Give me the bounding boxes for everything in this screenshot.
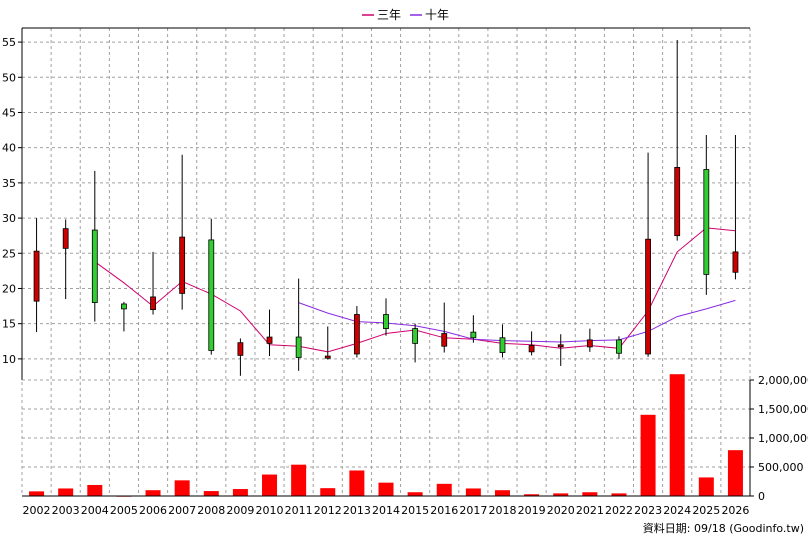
price-tick-label: 50 — [2, 71, 16, 84]
volume-bar — [29, 491, 45, 496]
volume-bar — [553, 493, 569, 496]
x-tick-label: 2026 — [721, 504, 749, 517]
x-tick-label: 2019 — [518, 504, 546, 517]
candle-body — [208, 239, 215, 351]
candle-body — [295, 336, 302, 358]
candle-body — [586, 339, 593, 348]
volume-tick-label: 1,000,000 — [758, 432, 808, 445]
price-tick-label: 10 — [2, 353, 16, 366]
candle-body — [179, 236, 186, 294]
volume-bar — [174, 480, 190, 496]
candle-body — [150, 296, 156, 311]
candle-body — [62, 228, 69, 249]
candle-body — [499, 337, 506, 353]
x-axis: 2002 2003 2004 2005 2006 2007 2008 2009 2010 2011… — [22, 495, 750, 517]
volume-bar — [698, 477, 714, 496]
candle-body — [645, 238, 651, 355]
volume-bar — [58, 488, 74, 496]
volume-bar — [262, 474, 278, 496]
volume-bar — [640, 414, 656, 496]
volume-bar — [87, 484, 103, 496]
price-tick-label: 25 — [2, 247, 16, 260]
volume-tick-label: 1,500,000 — [758, 403, 808, 416]
x-tick-label: 2002 — [23, 504, 51, 517]
volume-bar — [494, 490, 510, 496]
candle-body — [470, 331, 477, 339]
volume-bar — [436, 483, 452, 496]
x-tick-label: 2023 — [634, 504, 662, 517]
candle-body — [324, 355, 331, 359]
x-tick-label: 2020 — [547, 504, 575, 517]
x-tick-label: 2007 — [168, 504, 196, 517]
candle-body — [237, 342, 244, 356]
price-tick-label: 15 — [2, 318, 16, 331]
volume-bar — [524, 494, 540, 496]
x-tick-label: 2012 — [314, 504, 342, 517]
volume-bar — [465, 488, 481, 496]
price-tick-label: 55 — [2, 36, 16, 49]
x-tick-label: 2009 — [226, 504, 254, 517]
volume-bar — [669, 374, 685, 496]
x-tick-label: 2004 — [81, 504, 109, 517]
x-tick-label: 2022 — [605, 504, 633, 517]
legend: 三年 十年 — [362, 8, 449, 22]
x-tick-label: 2003 — [52, 504, 80, 517]
candle-body — [616, 339, 622, 354]
candle-body — [703, 169, 710, 275]
legend-label: 十年 — [425, 8, 449, 22]
volume-bar — [378, 482, 394, 496]
price-tick-label: 35 — [2, 177, 16, 190]
candle-body — [557, 344, 564, 348]
volume-bar — [291, 464, 307, 496]
price-tick-label: 40 — [2, 142, 16, 155]
x-tick-label: 2013 — [343, 504, 371, 517]
candle-body — [33, 250, 40, 302]
volume-bar — [320, 488, 336, 496]
candle-body — [121, 303, 127, 310]
x-tick-label: 2005 — [110, 504, 138, 517]
volume-tick-label: 2,000,000 — [758, 374, 808, 387]
volume-bar — [232, 489, 248, 496]
candle-body — [441, 333, 448, 347]
data-source-note: 資料日期: 09/18 (Goodinfo.tw) — [642, 522, 804, 535]
price-panel: 10 15 20 25 30 35 40 45 50 55 — [2, 27, 751, 496]
x-tick-label: 2008 — [197, 504, 225, 517]
x-tick-label: 2016 — [430, 504, 458, 517]
x-tick-label: 2015 — [401, 504, 429, 517]
candle-body — [732, 251, 739, 273]
x-tick-label: 2021 — [576, 504, 604, 517]
volume-bar — [407, 492, 423, 496]
volume-bar — [582, 492, 598, 496]
volume-panel: 0 500,000 1,000,000 1,500,000 2,000,000 — [22, 374, 808, 503]
x-tick-label: 2011 — [285, 504, 313, 517]
candle-body — [528, 345, 535, 353]
candle-body — [91, 229, 98, 303]
x-tick-label: 2006 — [139, 504, 167, 517]
volume-bar — [611, 493, 627, 496]
volume-tick-label: 500,000 — [758, 461, 804, 474]
candle-body — [412, 328, 419, 344]
volume-bar — [727, 450, 743, 496]
x-tick-label: 2010 — [256, 504, 284, 517]
candle-body — [674, 166, 681, 237]
price-tick-label: 45 — [2, 106, 16, 119]
volume-bar — [145, 490, 161, 496]
moving-average-line — [298, 299, 736, 343]
price-tick-label: 20 — [2, 282, 16, 295]
volume-bar — [203, 491, 219, 496]
volume-bar — [349, 470, 365, 496]
x-tick-label: 2024 — [663, 504, 691, 517]
x-tick-label: 2017 — [459, 504, 487, 517]
volume-tick-label: 0 — [758, 490, 765, 503]
legend-label: 三年 — [377, 8, 401, 22]
candle-body — [383, 314, 389, 330]
x-tick-label: 2018 — [488, 504, 516, 517]
candle-body — [353, 314, 360, 355]
price-tick-label: 30 — [2, 212, 16, 225]
candle-body — [266, 336, 273, 344]
x-tick-label: 2025 — [692, 504, 720, 517]
x-tick-label: 2014 — [372, 504, 400, 517]
